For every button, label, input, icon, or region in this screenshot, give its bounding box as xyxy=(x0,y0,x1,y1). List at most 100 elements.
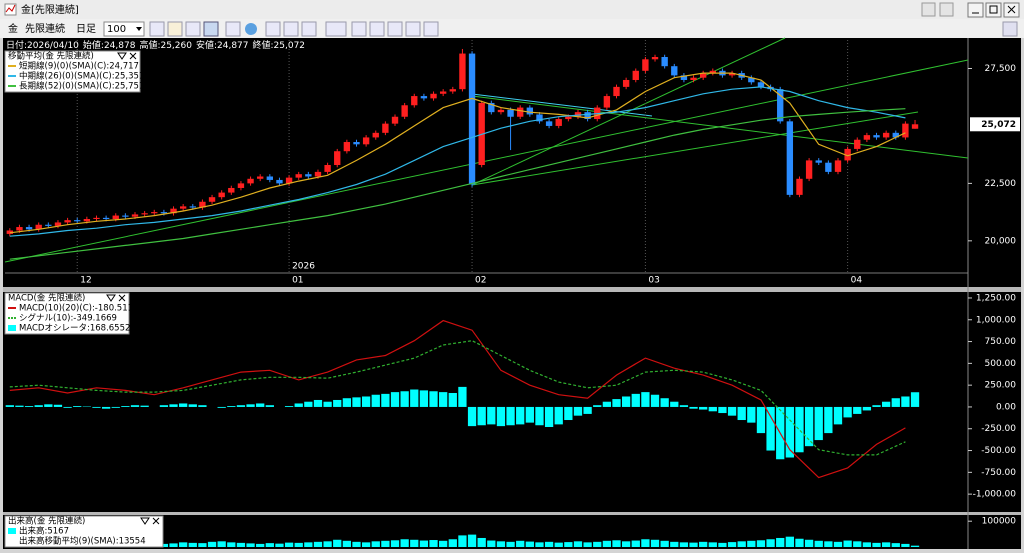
candle-body xyxy=(160,212,168,214)
candle-body xyxy=(863,135,871,140)
oscillator-bar xyxy=(833,406,843,425)
candle-body xyxy=(208,197,216,202)
oscillator-bar xyxy=(34,405,43,407)
tool-icon[interactable] xyxy=(325,21,347,37)
tool-icon[interactable] xyxy=(405,21,421,37)
oscillator-bar xyxy=(44,404,53,407)
legend-entry: 出来高:5167 xyxy=(19,526,69,537)
price-marker-label: 25,072 xyxy=(981,120,1016,130)
oscillator-bar xyxy=(227,406,236,407)
tool-icon[interactable] xyxy=(149,21,165,37)
y-tick-label: 500.00 xyxy=(985,359,1017,369)
y-tick-label: -250.00 xyxy=(981,424,1016,434)
y-tick-label: 22,500 xyxy=(985,179,1017,189)
candle-body xyxy=(228,187,235,193)
volume-bar xyxy=(516,540,525,547)
candle-body xyxy=(709,70,716,74)
candle-body xyxy=(112,215,119,220)
volume-bar xyxy=(766,539,775,547)
x-tick-label: 04 xyxy=(851,276,863,286)
contract[interactable]: 先限連続 xyxy=(25,22,65,35)
volume-bar xyxy=(631,540,640,547)
tool-icon[interactable] xyxy=(225,21,241,37)
volume-bar xyxy=(304,542,313,547)
oscillator-bar xyxy=(73,406,82,407)
tool-icon[interactable] xyxy=(283,21,299,37)
maximize-button[interactable] xyxy=(985,2,1002,18)
oscillator-bar xyxy=(814,406,823,441)
link-button[interactable] xyxy=(939,2,954,17)
oscillator-bar xyxy=(5,405,14,407)
tool-icon[interactable] xyxy=(423,21,439,37)
oscillator-bar xyxy=(612,399,621,407)
toolbar-icons[interactable] xyxy=(149,21,1018,37)
candle-body xyxy=(796,178,803,195)
volume-bar xyxy=(496,541,506,547)
candle-body xyxy=(815,160,822,163)
oscillator-bar xyxy=(179,403,188,407)
oscillator-bar xyxy=(236,405,246,407)
volume-bar xyxy=(342,540,352,547)
y-tick-label: 0.00 xyxy=(996,402,1016,412)
tool-icon[interactable] xyxy=(265,21,281,37)
volume-bar xyxy=(544,541,554,547)
tool-icon[interactable] xyxy=(245,23,257,35)
settings-icon[interactable] xyxy=(1002,21,1018,37)
volume-bar xyxy=(583,542,592,547)
oscillator-bar xyxy=(573,406,583,416)
tool-icon[interactable] xyxy=(167,21,183,37)
tool-icon[interactable] xyxy=(185,21,201,37)
tool-icon[interactable] xyxy=(203,21,219,37)
close-glyph xyxy=(1007,5,1016,14)
candle-body xyxy=(545,121,553,126)
volume-bar xyxy=(284,542,294,547)
candle-body xyxy=(603,96,611,108)
volume-bar xyxy=(410,539,419,547)
volume-bar xyxy=(236,542,246,547)
count-select[interactable] xyxy=(103,21,145,37)
header-item: 日付:2026/04/10 xyxy=(6,40,79,51)
oscillator-bar xyxy=(621,396,631,407)
candle-body xyxy=(468,53,476,185)
tool-icon[interactable] xyxy=(387,21,403,37)
minimize-button[interactable] xyxy=(967,2,984,18)
candle-body xyxy=(902,123,909,138)
volume-bar xyxy=(227,542,236,547)
volume-bar xyxy=(554,542,563,547)
legend-entry: 短期線(9)(0)(SMA)(C):24,717 xyxy=(19,61,139,72)
oscillator-bar xyxy=(15,405,24,407)
header-item: 始値:24,878 xyxy=(83,39,136,51)
oscillator-bar xyxy=(159,405,169,407)
window-buttons[interactable] xyxy=(921,2,1020,18)
tool-icon[interactable] xyxy=(369,21,385,37)
pin-button[interactable] xyxy=(921,2,936,17)
volume-bar xyxy=(506,541,515,547)
count-value[interactable]: 100 xyxy=(107,24,126,35)
oscillator-bar xyxy=(419,390,429,407)
panel-separator xyxy=(3,287,1021,292)
candle-body xyxy=(401,105,408,117)
oscillator-bar xyxy=(525,406,534,423)
tool-icon[interactable] xyxy=(351,21,367,37)
oscillator-bar xyxy=(400,391,409,407)
oscillator-bar xyxy=(824,406,833,434)
tool-icon[interactable] xyxy=(301,21,317,37)
oscillator-bar xyxy=(130,405,140,407)
volume-bar xyxy=(833,541,843,547)
candle-body xyxy=(430,93,437,99)
candle-body xyxy=(102,217,110,220)
period[interactable]: 日足 xyxy=(76,23,96,35)
oscillator-bar xyxy=(63,406,72,408)
candle-body xyxy=(873,135,880,138)
candle-body xyxy=(247,178,254,184)
candle-body xyxy=(285,177,293,184)
oscillator-bar xyxy=(882,401,891,407)
candle-body xyxy=(151,212,158,214)
trend-line xyxy=(4,59,969,263)
volume-bar xyxy=(795,538,804,547)
volume-bar xyxy=(747,540,756,547)
candle-body xyxy=(574,112,582,117)
oscillator-bar xyxy=(901,396,910,407)
symbol[interactable]: 金 xyxy=(8,22,18,35)
volume-bar xyxy=(670,541,679,547)
